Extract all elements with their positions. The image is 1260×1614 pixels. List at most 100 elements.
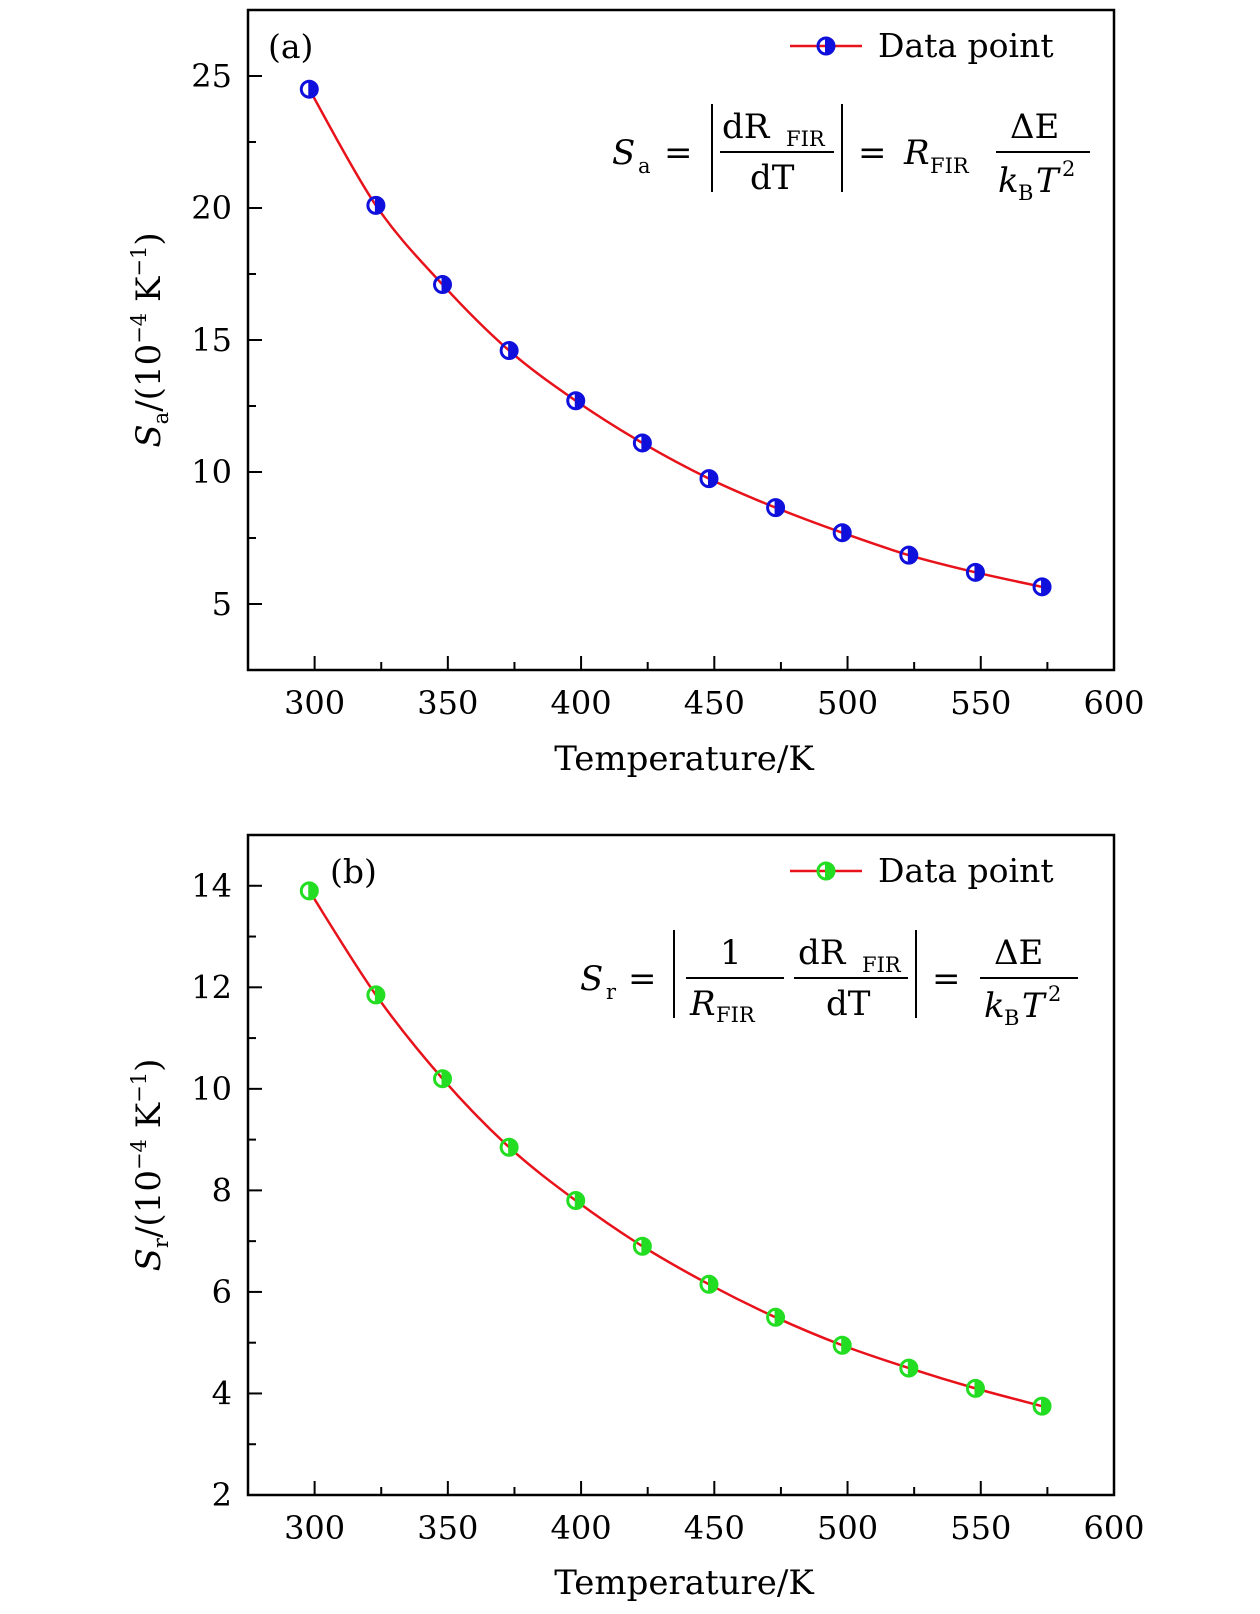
y-tick-label-a-1: 10 bbox=[191, 453, 232, 491]
formula-b-frac3-den: dT bbox=[826, 984, 871, 1024]
formula-b-lhs-sub: r bbox=[606, 980, 617, 1004]
data-point-b-0 bbox=[299, 881, 319, 901]
y-axis-title-a: Sa/(10−4 K−1) bbox=[127, 232, 173, 447]
formula-a-frac1-num: dR bbox=[722, 107, 771, 147]
x-axis-title-b: Temperature/K bbox=[554, 1563, 814, 1603]
formula-a-mid: R bbox=[903, 133, 930, 173]
x-tick-label-b-2: 400 bbox=[551, 1509, 612, 1547]
formula-a-frac2-den: k bbox=[998, 161, 1019, 201]
y-tick-label-b-2: 6 bbox=[212, 1273, 232, 1311]
formula-b: S r = 1 R FIR dR FIR dT = ΔE k B T 2 bbox=[580, 930, 1078, 1030]
formula-b-frac2-den-rest: T bbox=[1022, 986, 1047, 1026]
panel-a: 300 350 400 450 500 550 600 5 10 15 20 25 (a) Data … bbox=[127, 8, 1145, 779]
plot-frame-b bbox=[246, 833, 1116, 1497]
data-point-a-9 bbox=[899, 545, 919, 565]
y-tick-label-a-2: 15 bbox=[191, 321, 232, 359]
x-tick-label-a-0: 300 bbox=[284, 684, 345, 722]
y-tick-label-b-1: 4 bbox=[212, 1374, 232, 1412]
data-point-a-3 bbox=[499, 341, 519, 361]
formula-a-lhs-sub: a bbox=[638, 154, 651, 178]
x-tick-label-a-3: 450 bbox=[684, 684, 745, 722]
formula-a-frac2-den-rest: T bbox=[1036, 161, 1061, 201]
data-point-a-2 bbox=[433, 275, 453, 295]
x-tick-label-b-0: 300 bbox=[284, 1509, 345, 1547]
formula-a-frac2-den-sub: B bbox=[1018, 181, 1033, 205]
x-tick-label-b-1: 350 bbox=[417, 1509, 478, 1547]
formula-b-frac1-den-sub: FIR bbox=[716, 1003, 756, 1027]
formula-a-frac1-num-sub: FIR bbox=[786, 127, 826, 151]
legend-label-a: Data point bbox=[878, 26, 1054, 65]
data-point-b-10 bbox=[965, 1378, 985, 1398]
x-tick-label-a-4: 500 bbox=[817, 684, 878, 722]
panel-label-b: (b) bbox=[330, 852, 377, 891]
data-point-a-7 bbox=[766, 498, 786, 518]
data-point-b-8 bbox=[832, 1335, 852, 1355]
formula-b-frac2-num: ΔE bbox=[994, 933, 1043, 973]
y-tick-label-b-4: 10 bbox=[191, 1070, 232, 1108]
legend-symbol-a bbox=[816, 36, 836, 56]
x-tick-label-a-5: 550 bbox=[950, 684, 1011, 722]
data-point-b-11 bbox=[1032, 1396, 1052, 1416]
x-tick-label-a-2: 400 bbox=[551, 684, 612, 722]
x-tick-label-b-4: 500 bbox=[817, 1509, 878, 1547]
y-tick-label-b-3: 8 bbox=[212, 1171, 232, 1209]
y-tick-label-a-3: 20 bbox=[191, 189, 232, 227]
y-tick-label-b-6: 14 bbox=[191, 867, 232, 905]
formula-b-eq2: = bbox=[932, 959, 961, 999]
legend-b: Data point bbox=[790, 851, 1054, 890]
data-point-a-0 bbox=[299, 79, 319, 99]
formula-b-frac2-den: k bbox=[984, 986, 1005, 1026]
formula-b-frac1-num: 1 bbox=[720, 933, 742, 973]
panel-label-a: (a) bbox=[268, 27, 313, 66]
data-point-a-11 bbox=[1032, 577, 1052, 597]
legend-symbol-b bbox=[816, 861, 836, 881]
y-tick-label-a-4: 25 bbox=[191, 57, 232, 95]
svg-text:Sa/(10−4 K−1): Sa/(10−4 K−1) bbox=[127, 232, 173, 447]
data-point-b-7 bbox=[766, 1307, 786, 1327]
formula-a-mid-sub: FIR bbox=[930, 154, 970, 178]
formula-b-frac2-den-exp: 2 bbox=[1048, 982, 1061, 1006]
data-point-b-2 bbox=[433, 1069, 453, 1089]
formula-b-frac3-num: dR bbox=[798, 933, 847, 973]
x-tick-label-b-6: 600 bbox=[1083, 1509, 1144, 1547]
y-axis-title-b: Sr/(10−4 K−1) bbox=[127, 1059, 173, 1272]
legend-a: Data point bbox=[790, 26, 1054, 65]
ticks-a: 300 350 400 450 500 550 600 5 10 15 20 25 bbox=[191, 57, 1144, 722]
data-point-b-9 bbox=[899, 1358, 919, 1378]
formula-b-eq1: = bbox=[628, 959, 657, 999]
y-tick-label-b-5: 12 bbox=[191, 968, 232, 1006]
formula-b-frac3-num-sub: FIR bbox=[862, 953, 902, 977]
series-markers-a bbox=[299, 79, 1052, 597]
formula-a-lhs: S bbox=[612, 133, 635, 173]
formula-a: S a = dR FIR dT = R FIR ΔE k B T 2 bbox=[612, 104, 1090, 205]
x-tick-label-a-1: 350 bbox=[417, 684, 478, 722]
formula-a-frac2-num: ΔE bbox=[1010, 107, 1059, 147]
legend-label-b: Data point bbox=[878, 851, 1054, 890]
formula-b-lhs: S bbox=[580, 959, 603, 999]
data-point-a-6 bbox=[699, 469, 719, 489]
y-tick-label-b-0: 2 bbox=[212, 1476, 232, 1514]
data-point-a-4 bbox=[566, 391, 586, 411]
x-tick-label-a-6: 600 bbox=[1083, 684, 1144, 722]
svg-text:Sr/(10−4 K−1): Sr/(10−4 K−1) bbox=[127, 1059, 173, 1272]
y-tick-label-a-0: 5 bbox=[212, 585, 232, 623]
formula-b-frac1-den: R bbox=[689, 984, 716, 1024]
x-tick-label-b-3: 450 bbox=[684, 1509, 745, 1547]
formula-a-frac1-den: dT bbox=[750, 158, 795, 198]
data-point-a-5 bbox=[632, 433, 652, 453]
legend-marker-b bbox=[816, 861, 836, 881]
legend-marker-a bbox=[816, 36, 836, 56]
data-point-b-3 bbox=[499, 1137, 519, 1157]
data-point-b-1 bbox=[366, 985, 386, 1005]
data-point-b-5 bbox=[632, 1236, 652, 1256]
formula-a-eq1: = bbox=[664, 133, 693, 173]
data-point-b-6 bbox=[699, 1274, 719, 1294]
data-point-a-1 bbox=[366, 195, 386, 215]
formula-a-frac2-den-exp: 2 bbox=[1062, 157, 1075, 181]
formula-a-eq2: = bbox=[858, 133, 887, 173]
series-markers-b bbox=[299, 881, 1052, 1416]
data-point-a-10 bbox=[965, 562, 985, 582]
